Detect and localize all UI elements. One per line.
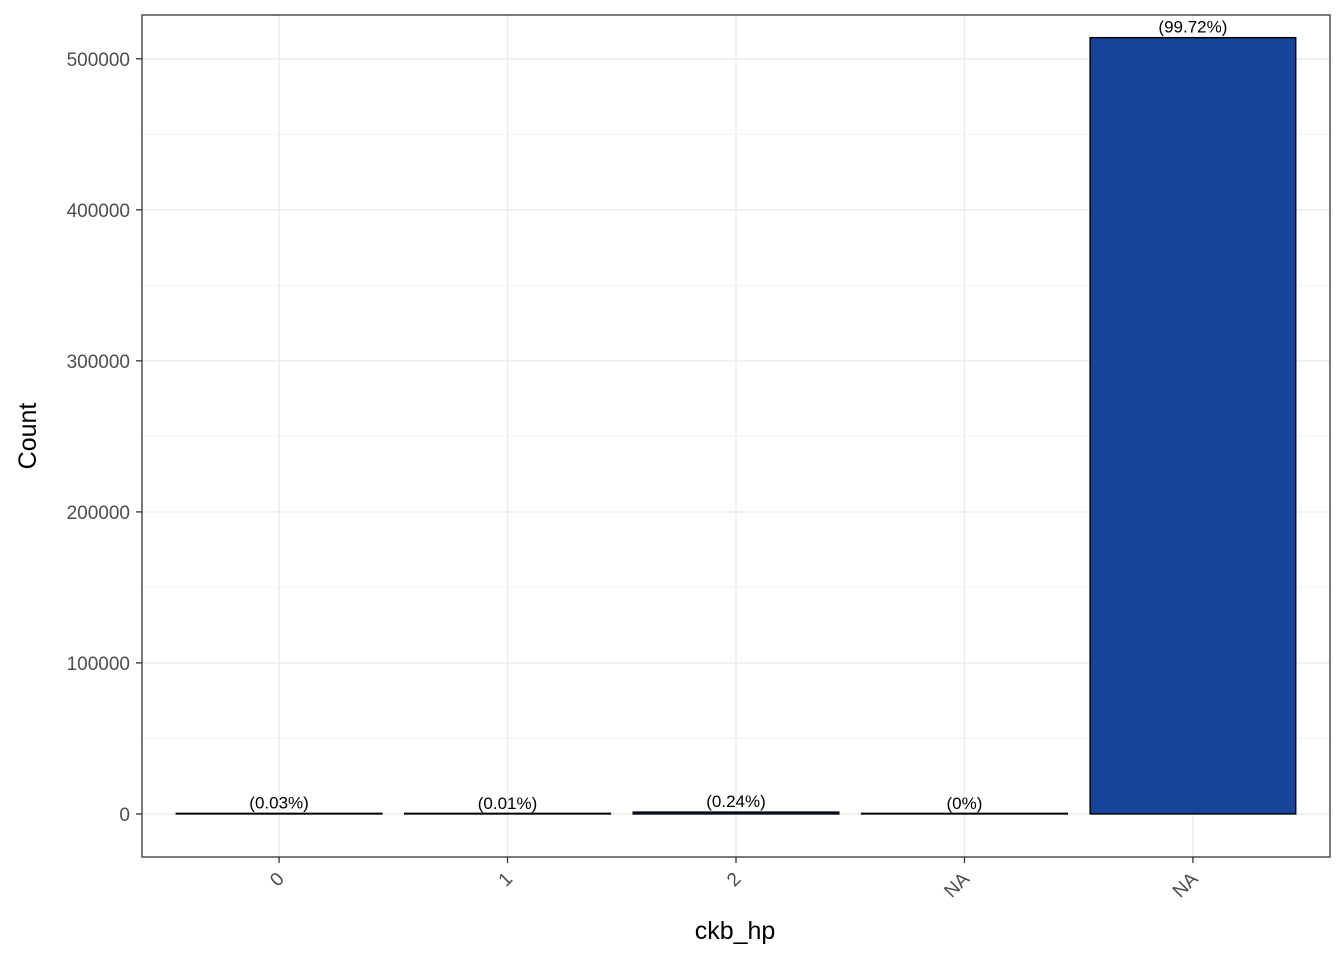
bar [404,812,612,815]
data-label: (0.03%) [249,794,309,813]
y-axis: 0 100000 200000 300000 400000 500000 [67,50,142,826]
x-axis-title: ckb_hp [695,917,776,945]
bar [1089,36,1297,815]
data-labels: (0.03%) (0.01%) (0.24%) (0%) (99.72%) [249,18,1227,813]
y-tick-label: 300000 [67,352,130,373]
y-tick-label: 200000 [67,503,130,524]
y-tick-label: 400000 [67,201,130,222]
data-label: (0.01%) [478,794,538,813]
bars [175,36,1297,815]
bar [175,812,383,815]
y-tick-label: 100000 [67,654,130,675]
data-label: (99.72%) [1158,18,1227,37]
bar [860,812,1068,815]
data-label: (0.24%) [706,792,766,811]
y-tick-label: 500000 [67,50,130,71]
data-label: (0%) [947,794,983,813]
bar [632,811,840,815]
y-axis-title: Count [14,403,42,470]
y-tick-label: 0 [119,805,130,826]
